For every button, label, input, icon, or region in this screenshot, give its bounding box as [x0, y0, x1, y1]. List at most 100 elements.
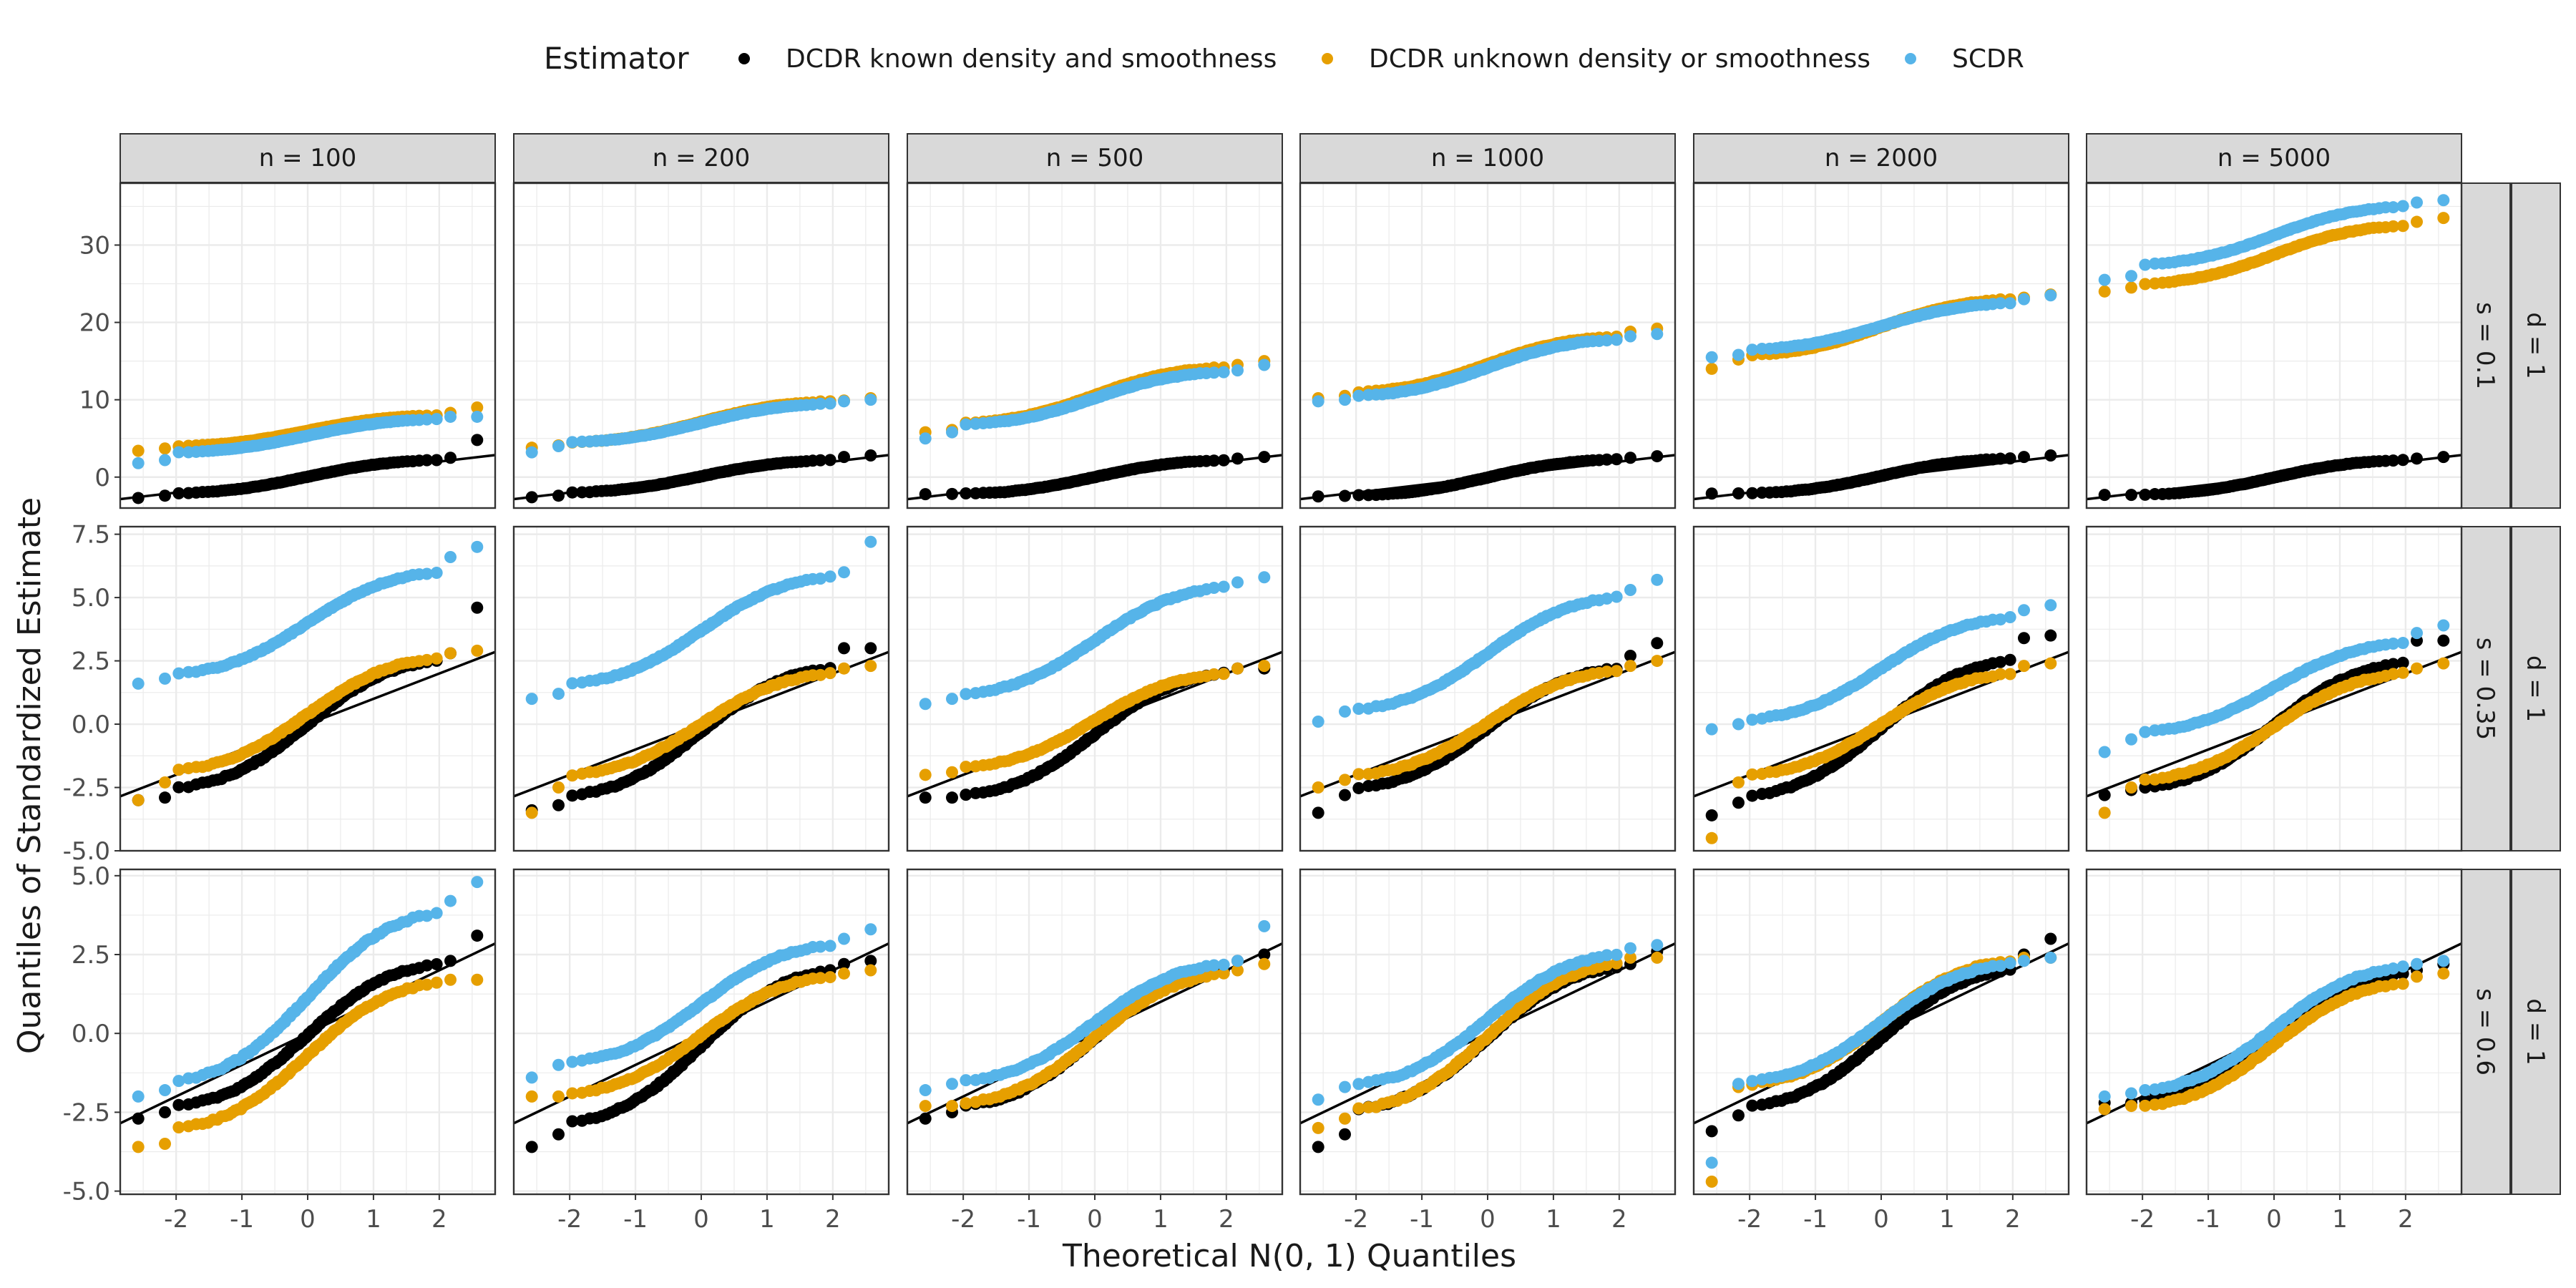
qq-point	[824, 940, 836, 952]
qq-point	[159, 791, 172, 804]
x-tick-label: 0	[1087, 1205, 1103, 1234]
qq-point	[1994, 668, 2007, 680]
x-tick-label: -1	[230, 1205, 254, 1234]
points	[525, 392, 877, 504]
qq-point	[1231, 452, 1244, 465]
qq-point	[814, 972, 827, 985]
qq-point	[552, 1090, 565, 1103]
qq-point	[471, 930, 484, 942]
qq-point	[566, 1115, 579, 1128]
qq-point	[1258, 919, 1271, 932]
qq-point	[864, 964, 877, 977]
qq-point	[566, 789, 579, 802]
qq-point	[2017, 632, 2030, 645]
qq-point	[2098, 746, 2111, 758]
qq-point	[1732, 776, 1745, 789]
qq-point	[159, 442, 172, 455]
qq-point	[159, 776, 172, 789]
qq-point	[919, 432, 932, 445]
qq-point	[2098, 273, 2111, 286]
qq-point	[864, 394, 877, 406]
qq-point	[159, 1084, 172, 1097]
panel-border	[906, 182, 1284, 509]
qq-point	[1217, 967, 1230, 980]
x-tick-label: -2	[951, 1205, 975, 1234]
qq-point	[2139, 773, 2152, 786]
qq-point	[2044, 289, 2057, 302]
qq-point	[471, 410, 484, 423]
qq-point	[444, 452, 457, 464]
qq-point	[132, 457, 145, 469]
qq-point	[1339, 1128, 1352, 1141]
qq-point	[1610, 590, 1623, 603]
qq-point	[2396, 220, 2409, 233]
qq-point	[1705, 809, 1718, 821]
qq-point	[525, 1141, 538, 1153]
qq-point	[2044, 629, 2057, 642]
facet-panel	[119, 525, 497, 852]
qq-point	[919, 488, 932, 501]
panel-border	[1692, 182, 2070, 509]
facet-panel: -2 -1 0 1 2	[1299, 868, 1677, 1234]
qq-point	[471, 876, 484, 889]
qq-point	[1651, 328, 1664, 341]
qq-point	[471, 540, 484, 553]
qq-point	[2004, 452, 2016, 465]
row-strip-d-label: d = 1	[2521, 998, 2550, 1065]
column-strip: n = 2000	[1693, 133, 2069, 183]
x-tick-label: 1	[366, 1205, 381, 1234]
y-tick-label: 0.0	[72, 1020, 110, 1048]
qq-point	[421, 413, 434, 426]
qq-point	[2098, 789, 2111, 801]
x-tick-label: 1	[759, 1205, 775, 1234]
qq-point	[2004, 668, 2016, 680]
qq-point	[946, 693, 959, 706]
qq-point	[1312, 781, 1324, 794]
qq-point	[1624, 330, 1636, 343]
points	[132, 876, 484, 1153]
column-strip-label: n = 200	[653, 144, 751, 172]
qq-point	[960, 1097, 972, 1110]
qq-point	[1994, 452, 2007, 465]
legend-key	[1322, 53, 1333, 64]
qq-point	[2125, 489, 2138, 502]
qq-point	[1732, 487, 1745, 499]
facet-panel: n = 200	[512, 133, 890, 509]
row-strip-s: s = 0.1	[2461, 182, 2511, 509]
facet-panel	[2085, 525, 2463, 852]
qq-point	[1746, 487, 1759, 499]
gridlines	[907, 183, 1282, 508]
y-tick-label: 2.5	[72, 648, 110, 676]
y-tick-label: -5.0	[63, 1178, 110, 1206]
qq-point	[1651, 951, 1664, 964]
qq-point	[566, 769, 579, 782]
x-tick-label: 0	[693, 1205, 709, 1234]
qq-point	[552, 781, 565, 794]
qq-point	[2437, 657, 2450, 670]
qq-point	[172, 781, 185, 794]
qq-point	[946, 1078, 959, 1091]
qq-point	[2004, 653, 2016, 666]
facet-panel: -2 -1 0 1 2	[906, 868, 1284, 1234]
qq-point	[2396, 637, 2409, 650]
row-strip-d: d = 1	[2511, 869, 2561, 1195]
qq-point	[1312, 806, 1324, 819]
qq-point	[132, 677, 145, 690]
qq-point	[1231, 955, 1244, 967]
points	[525, 535, 877, 819]
qq-point	[2125, 781, 2138, 794]
x-tick-label: -2	[1344, 1205, 1368, 1234]
qq-point	[1610, 665, 1623, 678]
qq-point	[444, 410, 457, 423]
points	[525, 923, 877, 1153]
qq-point	[1217, 454, 1230, 467]
column-strip-label: n = 1000	[1431, 144, 1544, 172]
qq-point	[1601, 665, 1614, 678]
qq-point	[132, 1141, 145, 1153]
qq-point	[1746, 343, 1759, 356]
qq-point	[1352, 389, 1365, 402]
qq-point	[1705, 831, 1718, 844]
qq-point	[814, 572, 827, 585]
